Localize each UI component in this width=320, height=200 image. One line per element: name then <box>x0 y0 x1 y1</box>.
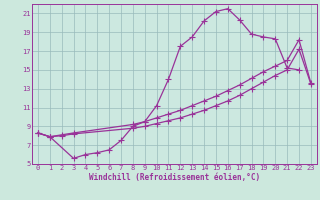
X-axis label: Windchill (Refroidissement éolien,°C): Windchill (Refroidissement éolien,°C) <box>89 173 260 182</box>
